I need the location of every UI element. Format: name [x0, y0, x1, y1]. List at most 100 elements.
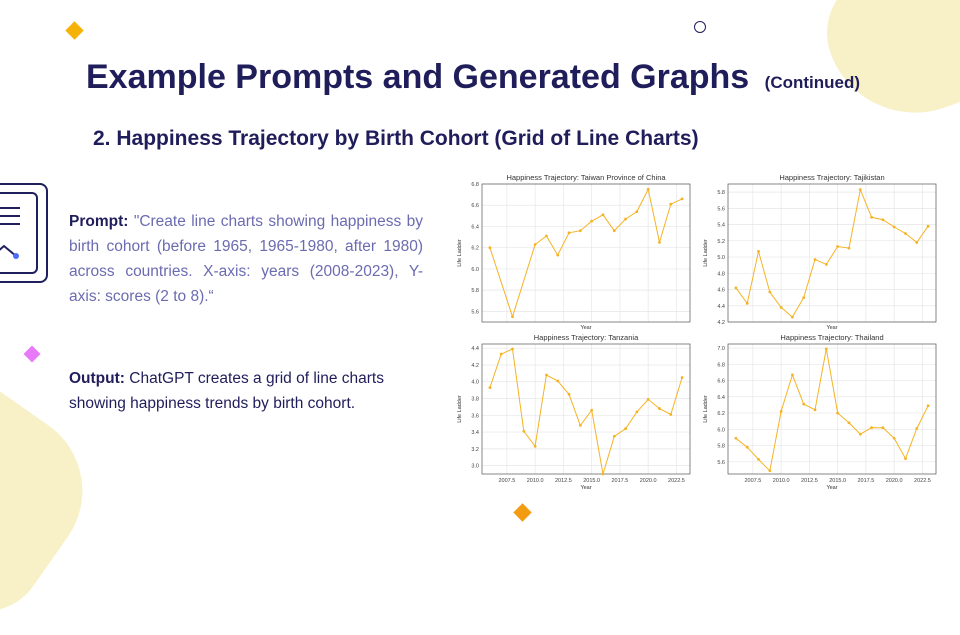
data-point	[624, 217, 627, 221]
y-tick-label: 6.2	[717, 411, 725, 417]
x-tick-label: 2007.5	[744, 478, 761, 484]
data-point	[545, 234, 548, 238]
prompt-paragraph: Prompt: "Create line charts showing happ…	[69, 209, 423, 309]
data-point	[680, 376, 684, 379]
data-point	[533, 243, 537, 246]
y-tick-label: 3.6	[471, 413, 479, 419]
data-point	[915, 241, 919, 244]
x-axis-label: Year	[580, 325, 591, 331]
data-point	[836, 245, 840, 248]
y-tick-label: 6.0	[471, 267, 479, 273]
slide-title-suffix: (Continued)	[764, 73, 861, 92]
data-point	[813, 258, 817, 261]
orange-diamond-icon	[513, 503, 532, 522]
y-tick-label: 6.0	[717, 427, 725, 433]
y-tick-label: 5.6	[717, 460, 725, 466]
data-point	[858, 188, 862, 192]
data-point	[779, 410, 783, 413]
chart-tanzania: Happiness Trajectory: Tanzania 3.0 3.2 3.4 3…	[452, 330, 697, 492]
y-tick-label: 3.2	[471, 447, 479, 453]
data-point	[556, 253, 560, 257]
data-point	[881, 426, 885, 430]
y-axis-label: Life Ladder	[703, 395, 709, 423]
y-tick-label: 5.2	[717, 239, 725, 245]
y-tick-label: 4.0	[471, 380, 479, 386]
x-tick-label: 2022.5	[914, 478, 931, 484]
data-point	[567, 392, 571, 396]
y-tick-label: 3.4	[471, 430, 479, 436]
data-point	[870, 215, 873, 219]
data-point	[511, 315, 514, 319]
y-tick-label: 3.0	[471, 464, 479, 470]
chart-svg: Happiness Trajectory: Tajikistan 4.2 4.4 4.…	[703, 173, 937, 331]
chart-title: Happiness Trajectory: Tanzania	[534, 333, 639, 342]
y-axis-label: Life Ladder	[703, 239, 709, 267]
chart-thailand: Happiness Trajectory: Thailand 5.6 5.8 6.0 6…	[698, 330, 943, 492]
y-tick-label: 5.6	[471, 309, 479, 315]
data-point	[522, 429, 526, 433]
data-point	[791, 373, 794, 377]
data-point	[847, 246, 851, 250]
data-point	[757, 249, 760, 253]
prompt-text: "Create line charts showing happiness by…	[69, 213, 423, 305]
data-point	[768, 469, 772, 473]
series-line	[735, 348, 929, 472]
y-tick-label: 6.6	[717, 379, 725, 385]
y-tick-label: 4.4	[717, 304, 725, 310]
data-point	[904, 232, 907, 235]
y-axis-label: Life Ladder	[457, 239, 463, 267]
y-tick-label: 5.0	[717, 255, 725, 261]
data-point	[915, 427, 919, 430]
data-point	[590, 408, 594, 412]
y-tick-label: 5.8	[717, 190, 725, 196]
y-tick-label: 3.8	[471, 397, 479, 403]
plot-frame	[727, 343, 937, 475]
data-point	[745, 301, 749, 305]
y-tick-label: 6.6	[471, 203, 479, 209]
data-point	[892, 436, 896, 440]
slide-subtitle: 2. Happiness Trajectory by Birth Cohort …	[93, 127, 699, 150]
x-tick-label: 2022.5	[668, 478, 685, 484]
x-tick-label: 2012.5	[801, 478, 818, 484]
data-point	[802, 402, 806, 406]
data-point	[870, 426, 873, 430]
y-tick-label: 4.4	[471, 346, 479, 352]
x-tick-label: 2020.0	[886, 478, 903, 484]
y-tick-label: 6.2	[471, 246, 479, 252]
x-tick-label: 2017.5	[857, 478, 874, 484]
y-tick-label: 6.4	[471, 224, 479, 230]
data-point	[824, 347, 828, 351]
pink-diamond-icon	[23, 345, 41, 363]
data-point	[601, 472, 605, 476]
x-tick-label: 2010.0	[527, 478, 544, 484]
data-point	[578, 229, 582, 233]
y-tick-label: 6.8	[717, 362, 725, 368]
data-point	[590, 219, 594, 223]
data-point	[904, 457, 907, 460]
data-point	[813, 408, 817, 412]
data-point	[757, 457, 760, 461]
x-tick-label: 2015.0	[583, 478, 600, 484]
y-tick-label: 4.6	[717, 288, 725, 294]
x-axis-label: Year	[826, 325, 837, 331]
x-axis-label: Year	[580, 485, 591, 491]
chart-title: Happiness Trajectory: Taiwan Province of…	[506, 173, 666, 182]
data-point	[545, 373, 548, 377]
data-point	[892, 225, 896, 229]
data-point	[802, 296, 806, 300]
data-point	[658, 407, 661, 410]
data-point	[488, 246, 492, 250]
y-tick-label: 6.4	[717, 395, 725, 401]
series-line	[489, 187, 683, 319]
y-tick-label: 4.8	[717, 271, 725, 277]
data-point	[926, 224, 930, 228]
data-point	[847, 421, 851, 425]
data-point	[499, 352, 503, 356]
y-tick-label: 6.8	[471, 182, 479, 188]
x-axis-label: Year	[826, 485, 837, 491]
chart-tajikistan: Happiness Trajectory: Tajikistan 4.2 4.4 4.…	[698, 170, 943, 332]
y-axis-label: Life Ladder	[457, 395, 463, 423]
data-point	[779, 305, 783, 309]
document-lines-icon	[0, 207, 20, 259]
output-text: ChatGPT creates a grid of line charts sh…	[69, 370, 384, 412]
